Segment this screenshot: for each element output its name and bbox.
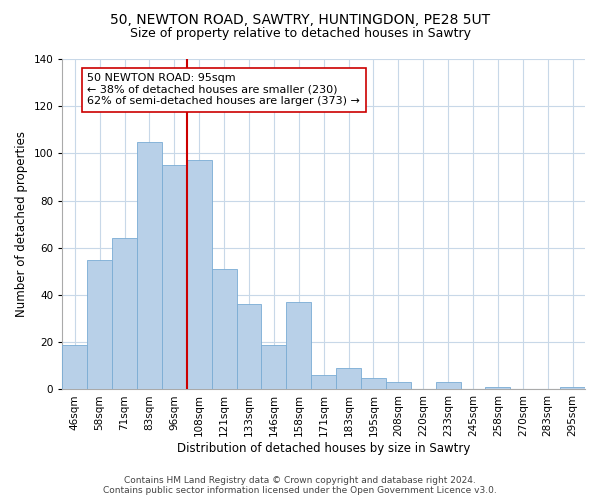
Bar <box>361 378 386 390</box>
Bar <box>311 376 336 390</box>
Y-axis label: Number of detached properties: Number of detached properties <box>15 131 28 317</box>
Bar <box>485 387 511 390</box>
Bar <box>436 382 461 390</box>
Text: Size of property relative to detached houses in Sawtry: Size of property relative to detached ho… <box>130 28 470 40</box>
Text: Contains HM Land Registry data © Crown copyright and database right 2024.
Contai: Contains HM Land Registry data © Crown c… <box>103 476 497 495</box>
X-axis label: Distribution of detached houses by size in Sawtry: Distribution of detached houses by size … <box>177 442 470 455</box>
Bar <box>62 344 87 390</box>
Bar <box>137 142 162 390</box>
Bar <box>112 238 137 390</box>
Text: 50 NEWTON ROAD: 95sqm
← 38% of detached houses are smaller (230)
62% of semi-det: 50 NEWTON ROAD: 95sqm ← 38% of detached … <box>87 73 360 106</box>
Bar <box>560 387 585 390</box>
Bar <box>187 160 212 390</box>
Bar <box>386 382 411 390</box>
Bar <box>262 344 286 390</box>
Bar <box>87 260 112 390</box>
Bar <box>162 165 187 390</box>
Bar <box>212 269 236 390</box>
Bar <box>336 368 361 390</box>
Bar <box>236 304 262 390</box>
Bar <box>286 302 311 390</box>
Text: 50, NEWTON ROAD, SAWTRY, HUNTINGDON, PE28 5UT: 50, NEWTON ROAD, SAWTRY, HUNTINGDON, PE2… <box>110 12 490 26</box>
